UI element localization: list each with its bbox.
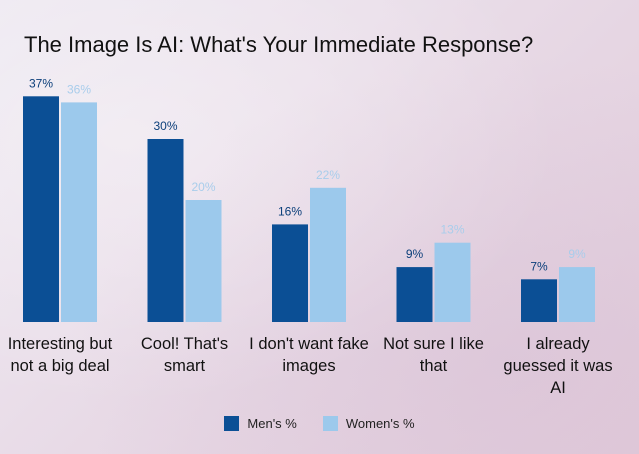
data-label-women-3: 13%: [440, 223, 464, 237]
bar-women-3: [434, 242, 471, 322]
legend-swatch-women: [322, 416, 338, 431]
category-label-4: I already guessed it was AI: [503, 335, 613, 397]
legend-label-men: Men's %: [247, 416, 297, 431]
data-label-men-4: 7%: [530, 259, 548, 273]
data-label-women-4: 9%: [568, 247, 586, 261]
bar-men-4: [521, 279, 557, 322]
legend-item-men: Men's %: [224, 416, 297, 431]
data-label-women-0: 36%: [67, 82, 91, 96]
bar-women-2: [310, 187, 346, 322]
data-label-men-0: 37%: [29, 76, 53, 90]
data-label-men-1: 30%: [153, 119, 177, 133]
legend-swatch-men: [224, 416, 240, 431]
bar-women-1: [185, 200, 222, 322]
data-label-women-2: 22%: [316, 168, 340, 182]
bar-women-0: [61, 102, 97, 323]
legend-label-women: Women's %: [345, 416, 415, 431]
category-label-1: Cool! That's smart: [140, 335, 229, 375]
data-label-men-3: 9%: [406, 247, 424, 261]
bar-men-0: [23, 96, 59, 322]
category-label-0: Interesting but not a big deal: [7, 335, 113, 375]
legend: Men's % Women's %: [0, 416, 639, 431]
category-label-2: I don't want fake images: [249, 335, 369, 375]
data-label-men-2: 16%: [278, 204, 302, 218]
chart-title: The Image Is AI: What's Your Immediate R…: [24, 32, 534, 57]
bar-men-2: [272, 224, 308, 322]
legend-item-women: Women's %: [322, 416, 415, 431]
bar-women-4: [559, 267, 595, 322]
category-label-3: Not sure I like that: [383, 335, 484, 375]
data-label-women-1: 20%: [191, 180, 215, 194]
bar-men-1: [147, 139, 184, 322]
bar-men-3: [396, 267, 433, 322]
